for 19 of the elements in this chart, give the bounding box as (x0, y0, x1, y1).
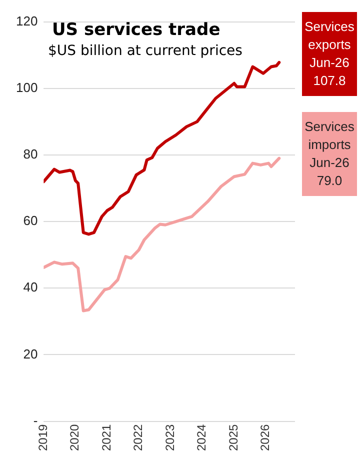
text: $US billion at current prices (48, 43, 242, 59)
x-tick-label: 2025 (226, 424, 240, 452)
x-tick-label: 2026 (258, 424, 272, 452)
x-tick-label: 2020 (68, 424, 82, 452)
y-tick-label: 60 (23, 213, 38, 228)
y-tick-label: 20 (23, 346, 38, 362)
x-tick-label: 2022 (131, 424, 146, 452)
y-tick-label: 40 (23, 280, 38, 295)
y-tick-label: 120 (16, 13, 38, 28)
x-tick-label: 2023 (162, 424, 177, 452)
y-tick-label: - (33, 412, 38, 428)
x-tick-label: 2019 (36, 424, 50, 452)
y-tick-label: 100 (16, 80, 38, 95)
chart-title: US services trade (52, 20, 220, 40)
x-tick-label: 2024 (194, 424, 209, 452)
y-tick-label: 80 (23, 146, 38, 162)
text: Services exports Jun-26 107.8 (302, 12, 357, 96)
x-tick-label: 2021 (99, 424, 114, 452)
text: Services imports Jun-26 79.0 (302, 112, 357, 196)
